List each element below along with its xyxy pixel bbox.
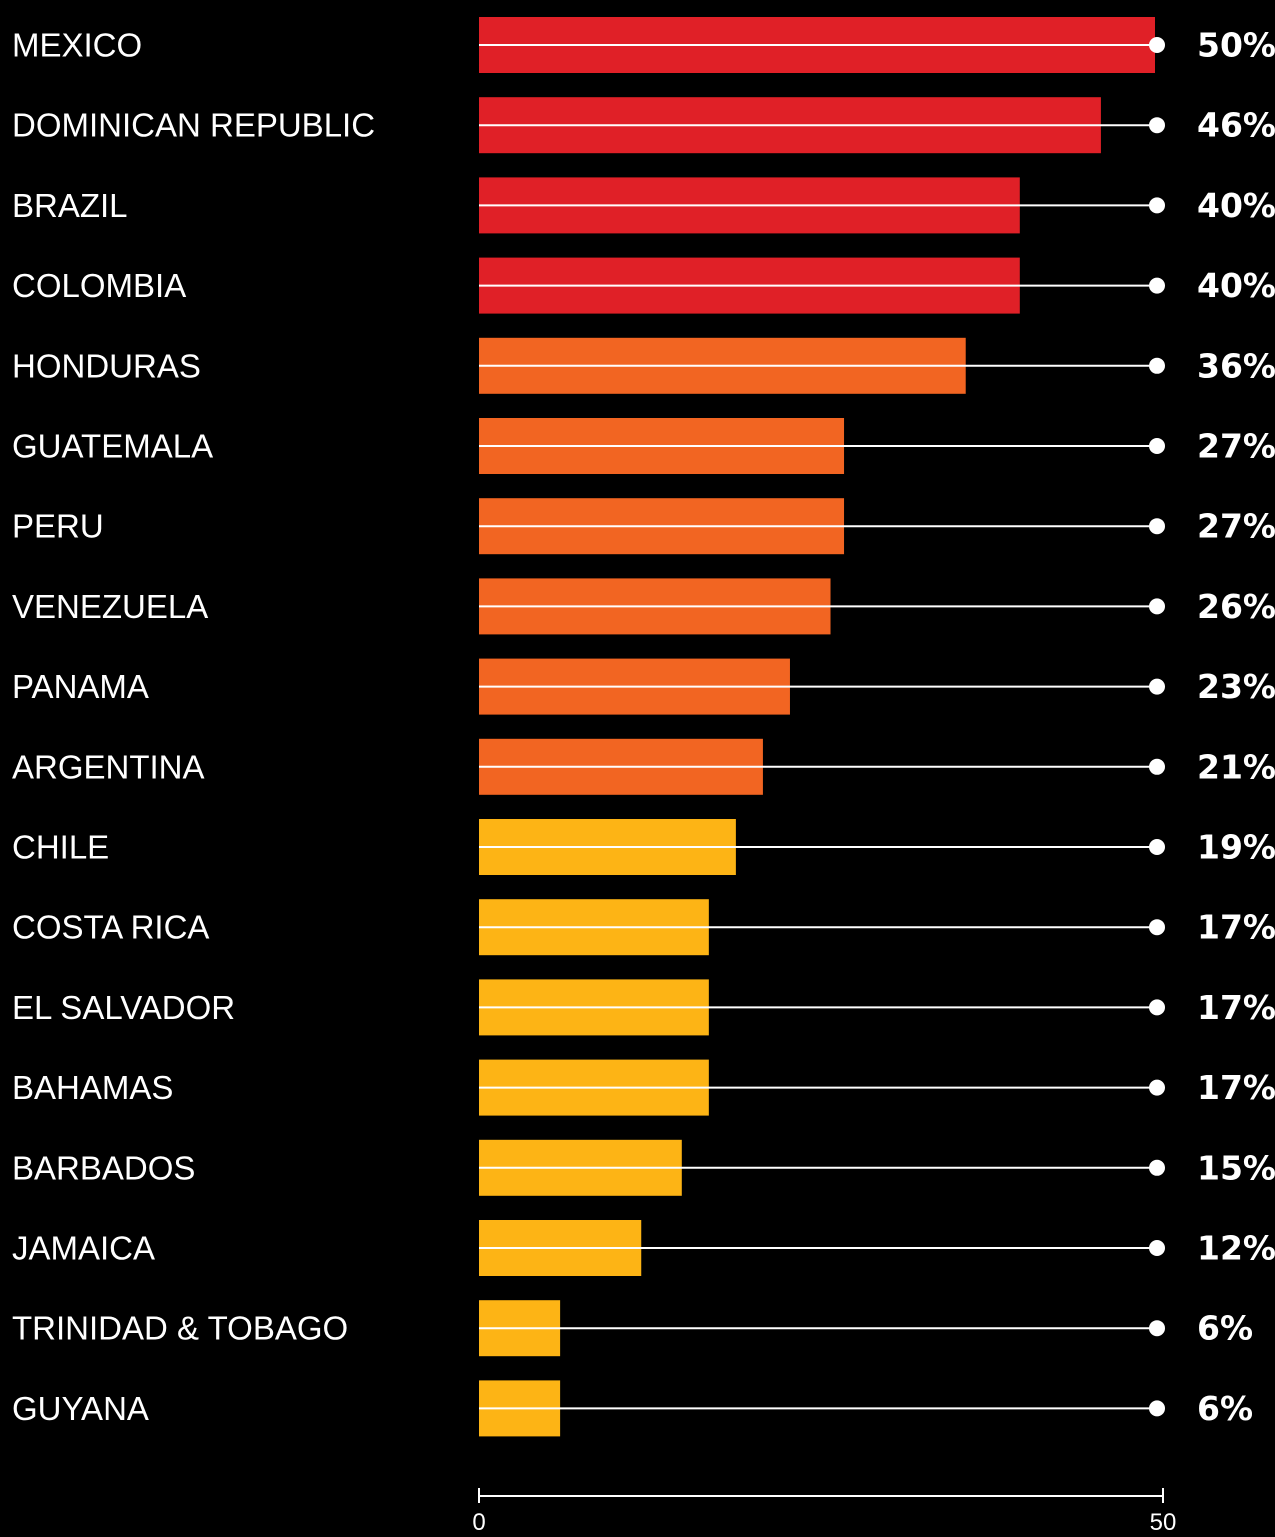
value-label: 26% [1197,587,1275,626]
value-label: 46% [1197,106,1275,145]
value-label: 21% [1197,747,1275,786]
category-label: GUYANA [12,1390,149,1427]
value-label: 17% [1197,1068,1275,1107]
leader-dot [1149,1079,1165,1096]
category-label: VENEZUELA [12,588,208,625]
leader-dot [1149,1400,1165,1417]
category-label: COLOMBIA [12,267,186,304]
leader-dot [1149,1320,1165,1337]
leader-dot [1149,277,1165,294]
value-label: 36% [1197,346,1275,385]
leader-dot [1149,518,1165,535]
leader-dot [1149,117,1165,134]
category-label: EL SALVADOR [12,989,235,1026]
leader-dot [1149,357,1165,374]
category-label: BRAZIL [12,187,128,224]
value-label: 17% [1197,988,1275,1027]
leader-dot [1149,1159,1165,1176]
value-label: 19% [1197,828,1275,867]
value-label: 6% [1197,1309,1253,1348]
leader-dot [1149,678,1165,695]
value-label: 15% [1197,1148,1275,1187]
leader-dot [1149,1240,1165,1256]
category-label: GUATEMALA [12,428,213,465]
value-label: 6% [1197,1389,1253,1428]
x-tick-label: 50 [1150,1509,1177,1536]
value-label: 17% [1197,908,1275,947]
category-label: ARGENTINA [12,748,205,785]
category-label: PANAMA [12,668,149,705]
value-label: 40% [1197,266,1275,305]
leader-dot [1149,438,1165,454]
leader-dot [1149,839,1165,855]
value-label: 40% [1197,186,1275,225]
value-label: 50% [1197,26,1275,65]
value-label: 23% [1197,667,1275,706]
leader-dot [1149,919,1165,936]
category-label: BAHAMAS [12,1069,173,1106]
category-label: TRINIDAD & TOBAGO [12,1310,348,1347]
leader-dot [1149,598,1165,615]
category-label: JAMAICA [12,1230,155,1267]
category-label: BARBADOS [12,1149,195,1186]
leader-dot [1149,37,1165,53]
value-label: 27% [1197,427,1275,466]
value-label: 12% [1197,1229,1275,1268]
x-tick-label: 0 [472,1509,485,1536]
category-label: COSTA RICA [12,909,209,946]
value-label: 27% [1197,507,1275,546]
category-label: HONDURAS [12,347,201,384]
category-label: CHILE [12,829,109,866]
leader-dot [1149,197,1165,214]
leader-dot [1149,999,1165,1016]
leader-dot [1149,758,1165,775]
category-label: PERU [12,508,104,545]
category-label: DOMINICAN REPUBLIC [12,107,375,144]
category-label: MEXICO [12,27,142,64]
